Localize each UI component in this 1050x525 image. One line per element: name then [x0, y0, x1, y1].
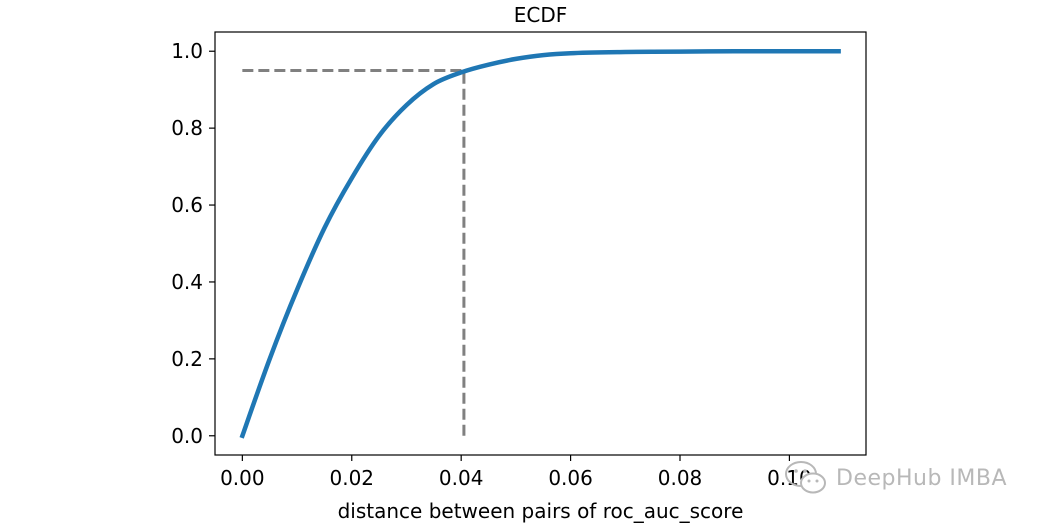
plot-layer — [239, 48, 841, 439]
chart-title: ECDF — [514, 3, 568, 27]
ecdf-curve-0 — [239, 48, 841, 439]
plot-frame — [214, 31, 867, 456]
x-tick-label: 0.04 — [439, 466, 484, 490]
x-axis-ticks: 0.00 0.02 0.04 0.06 0.08 0.10 — [220, 455, 812, 490]
watermark: DeepHub IMBA — [782, 458, 1007, 498]
x-axis-label: distance between pairs of roc_auc_score — [338, 499, 744, 523]
watermark-text: DeepHub IMBA — [836, 465, 1008, 491]
y-axis-ticks: 0.0 0.2 0.4 0.6 0.8 1.0 — [171, 39, 215, 448]
y-tick-label: 0.8 — [171, 116, 203, 140]
y-tick-label: 0.6 — [171, 193, 203, 217]
wechat-icon — [785, 461, 826, 494]
x-tick-label: 0.08 — [658, 466, 703, 490]
y-tick-label: 0.2 — [171, 347, 203, 371]
x-tick-label: 0.00 — [220, 466, 265, 490]
y-tick-label: 0.4 — [171, 270, 203, 294]
y-tick-label: 1.0 — [171, 39, 203, 63]
y-tick-label: 0.0 — [171, 424, 203, 448]
x-tick-label: 0.02 — [329, 466, 374, 490]
x-tick-label: 0.06 — [548, 466, 593, 490]
